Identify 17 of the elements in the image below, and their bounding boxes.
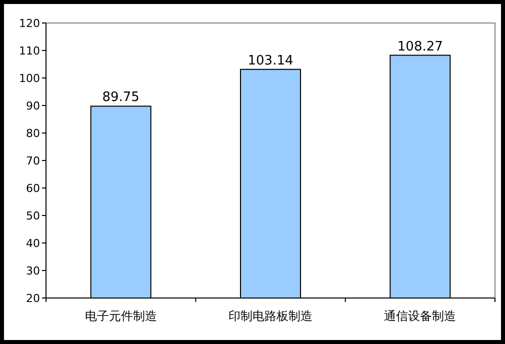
data-label: 103.14 (248, 53, 294, 68)
y-tick-label: 70 (26, 154, 40, 168)
x-tick-label: 印制电路板制造 (228, 309, 312, 323)
y-tick-label: 40 (26, 237, 40, 250)
y-tick-label: 120 (19, 17, 40, 30)
x-tick-label: 通信设备制造 (384, 309, 456, 323)
y-tick-label: 30 (26, 264, 40, 278)
y-tick-label: 90 (26, 100, 40, 112)
data-label: 89.75 (102, 90, 140, 106)
x-tick-label: 电子元件制造 (84, 309, 157, 323)
y-tick-label: 20 (26, 292, 40, 305)
y-tick-label: 60 (26, 182, 40, 195)
y-tick-label: 50 (26, 210, 40, 222)
data-label: 108.27 (397, 39, 443, 54)
y-tick-label: 100 (19, 72, 40, 85)
y-tick-label: 110 (19, 44, 40, 58)
y-tick-label: 80 (26, 127, 40, 140)
